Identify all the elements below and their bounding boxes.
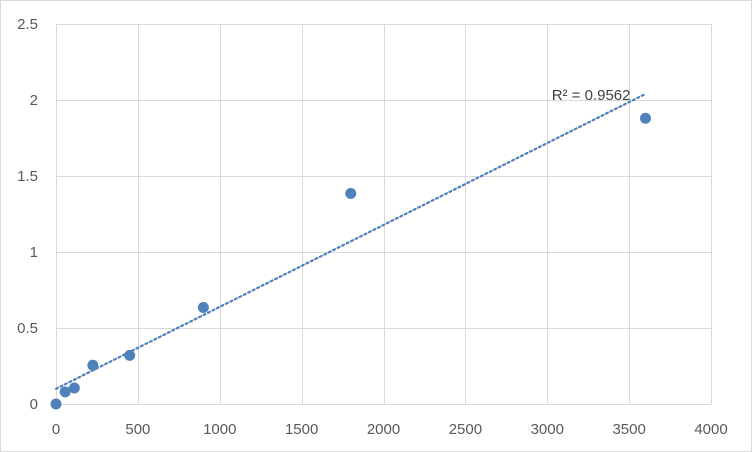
data-point (345, 187, 357, 199)
data-point (68, 382, 80, 394)
y-tick-label: 1.5 (17, 168, 38, 185)
x-axis-tick-labels: 0 500 1000 1500 2000 2500 3000 3500 4000 (52, 421, 728, 438)
data-point (87, 359, 99, 371)
y-tick-label: 0 (30, 396, 38, 413)
x-tick-label: 4000 (694, 421, 727, 438)
x-tick-label: 3500 (612, 421, 645, 438)
y-tick-label: 1 (30, 244, 38, 261)
trendline (54, 92, 647, 390)
y-axis-tick-labels: 0 0.5 1 1.5 2 2.5 (17, 16, 38, 413)
data-point (197, 301, 209, 313)
y-tick-label: 0.5 (17, 320, 38, 337)
data-point (124, 349, 136, 361)
x-tick-label: 1000 (203, 421, 236, 438)
y-tick-label: 2 (30, 92, 38, 109)
data-point (50, 398, 62, 410)
x-tick-label: 2000 (367, 421, 400, 438)
x-tick-label: 2500 (449, 421, 482, 438)
trendline-layer (54, 92, 647, 390)
x-tick-label: 500 (125, 421, 150, 438)
data-points (50, 112, 651, 410)
x-tick-label: 0 (52, 421, 60, 438)
r-squared-label: R² = 0.9562 (552, 87, 631, 104)
y-tick-label: 2.5 (17, 16, 38, 33)
data-point (59, 386, 71, 398)
x-tick-label: 1500 (285, 421, 318, 438)
gridlines (56, 24, 712, 405)
data-point (640, 112, 651, 124)
x-tick-label: 3000 (531, 421, 564, 438)
